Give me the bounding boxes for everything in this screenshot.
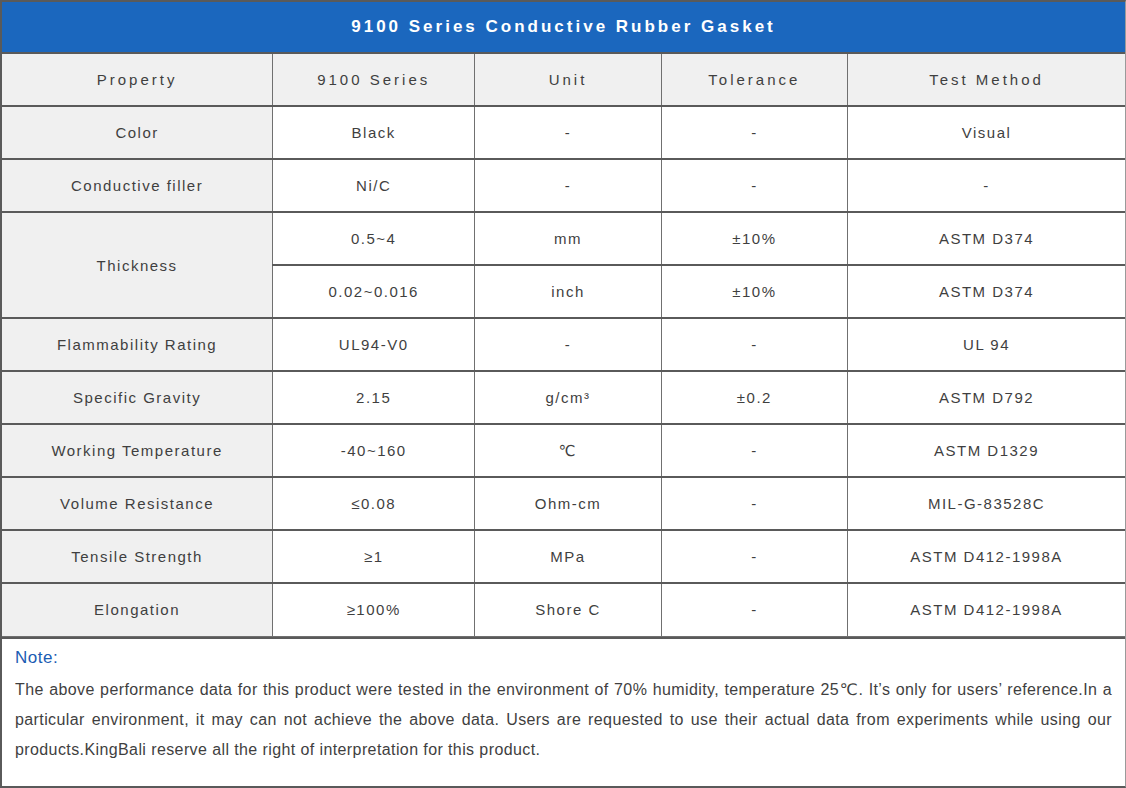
note-label: Note: <box>15 648 1112 668</box>
table-row-color: Color Black - - Visual <box>2 106 1125 159</box>
tolerance-cell: - <box>661 159 847 212</box>
value-cell: Black <box>273 106 475 159</box>
tolerance-cell: - <box>661 583 847 636</box>
tolerance-cell: - <box>661 106 847 159</box>
col-header-tolerance: Tolerance <box>661 53 847 106</box>
unit-cell: MPa <box>475 530 661 583</box>
col-header-unit: Unit <box>475 53 661 106</box>
table-row-working-temperature: Working Temperature -40~160 ℃ - ASTM D13… <box>2 424 1125 477</box>
unit-cell: - <box>475 318 661 371</box>
method-cell: UL 94 <box>848 318 1125 371</box>
method-cell: ASTM D412-1998A <box>848 530 1125 583</box>
tolerance-cell: ±10% <box>661 212 847 265</box>
method-cell: Visual <box>848 106 1125 159</box>
value-cell: 2.15 <box>273 371 475 424</box>
col-header-series: 9100 Series <box>273 53 475 106</box>
table-title-bar: 9100 Series Conductive Rubber Gasket <box>2 2 1125 52</box>
table-row-thickness-mm: Thickness 0.5~4 mm ±10% ASTM D374 <box>2 212 1125 265</box>
method-cell: ASTM D1329 <box>848 424 1125 477</box>
value-cell: ≥100% <box>273 583 475 636</box>
tolerance-cell: ±0.2 <box>661 371 847 424</box>
value-cell: 0.5~4 <box>273 212 475 265</box>
method-cell: - <box>848 159 1125 212</box>
method-cell: MIL-G-83528C <box>848 477 1125 530</box>
table-row-specific-gravity: Specific Gravity 2.15 g/cm³ ±0.2 ASTM D7… <box>2 371 1125 424</box>
property-cell: Conductive filler <box>2 159 273 212</box>
unit-cell: - <box>475 106 661 159</box>
tolerance-cell: - <box>661 424 847 477</box>
unit-cell: Shore C <box>475 583 661 636</box>
property-cell: Elongation <box>2 583 273 636</box>
property-cell: Volume Resistance <box>2 477 273 530</box>
method-cell: ASTM D374 <box>848 212 1125 265</box>
method-cell: ASTM D412-1998A <box>848 583 1125 636</box>
note-text: The above performance data for this prod… <box>15 675 1112 765</box>
tolerance-cell: ±10% <box>661 265 847 318</box>
table-title: 9100 Series Conductive Rubber Gasket <box>351 17 776 37</box>
product-spec-sheet: 9100 Series Conductive Rubber Gasket Pro… <box>0 0 1126 788</box>
tolerance-cell: - <box>661 318 847 371</box>
unit-cell: ℃ <box>475 424 661 477</box>
table-row-flammability: Flammability Rating UL94-V0 - - UL 94 <box>2 318 1125 371</box>
value-cell: UL94-V0 <box>273 318 475 371</box>
property-cell: Color <box>2 106 273 159</box>
property-cell: Tensile Strength <box>2 530 273 583</box>
header-row: Property 9100 Series Unit Tolerance Test… <box>2 53 1125 106</box>
property-cell: Specific Gravity <box>2 371 273 424</box>
property-cell: Working Temperature <box>2 424 273 477</box>
value-cell: Ni/C <box>273 159 475 212</box>
note-section: Note: The above performance data for thi… <box>2 637 1125 787</box>
method-cell: ASTM D792 <box>848 371 1125 424</box>
method-cell: ASTM D374 <box>848 265 1125 318</box>
spec-table: Property 9100 Series Unit Tolerance Test… <box>2 52 1125 637</box>
table-row-elongation: Elongation ≥100% Shore C - ASTM D412-199… <box>2 583 1125 636</box>
property-cell: Flammability Rating <box>2 318 273 371</box>
table-row-volume-resistance: Volume Resistance ≤0.08 Ohm-cm - MIL-G-8… <box>2 477 1125 530</box>
table-row-tensile-strength: Tensile Strength ≥1 MPa - ASTM D412-1998… <box>2 530 1125 583</box>
col-header-property: Property <box>2 53 273 106</box>
property-cell: Thickness <box>2 212 273 318</box>
value-cell: ≥1 <box>273 530 475 583</box>
tolerance-cell: - <box>661 477 847 530</box>
col-header-test-method: Test Method <box>848 53 1125 106</box>
unit-cell: g/cm³ <box>475 371 661 424</box>
unit-cell: inch <box>475 265 661 318</box>
unit-cell: Ohm-cm <box>475 477 661 530</box>
unit-cell: mm <box>475 212 661 265</box>
unit-cell: - <box>475 159 661 212</box>
value-cell: ≤0.08 <box>273 477 475 530</box>
value-cell: 0.02~0.016 <box>273 265 475 318</box>
value-cell: -40~160 <box>273 424 475 477</box>
table-row-conductive-filler: Conductive filler Ni/C - - - <box>2 159 1125 212</box>
tolerance-cell: - <box>661 530 847 583</box>
